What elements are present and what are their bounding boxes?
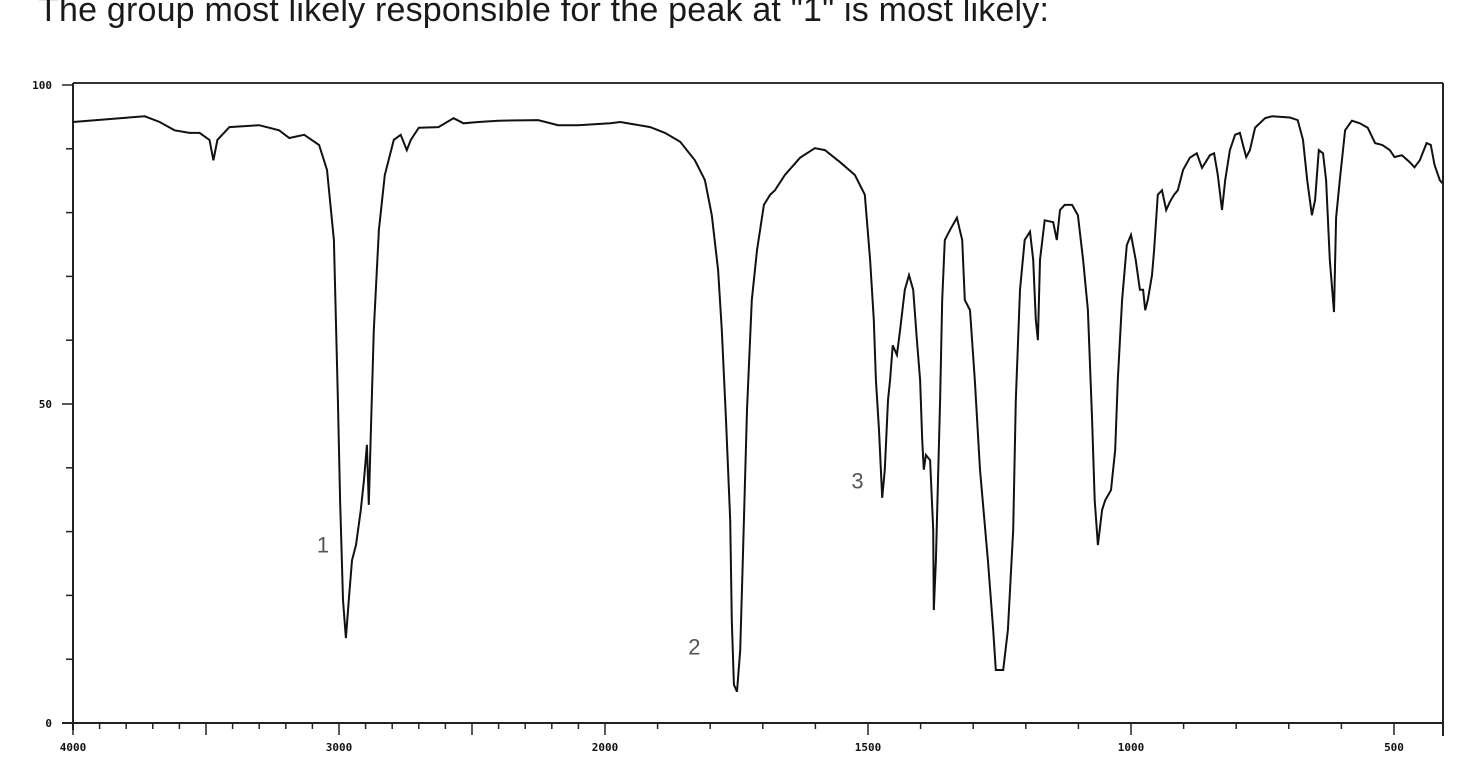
peak-labels: 1 2 3 bbox=[317, 469, 864, 660]
y-tick-label: 100 bbox=[32, 79, 52, 92]
peak-label-1: 1 bbox=[317, 532, 329, 557]
question-text: The group most likely responsible for th… bbox=[38, 0, 1050, 29]
x-tick-label: 1000 bbox=[1118, 741, 1145, 754]
y-tick-label: 50 bbox=[39, 398, 52, 411]
peak-label-2: 2 bbox=[688, 634, 700, 659]
x-tick-label: 2000 bbox=[592, 741, 619, 754]
peak-label-3: 3 bbox=[851, 469, 863, 494]
x-tick-label: 500 bbox=[1384, 741, 1404, 754]
x-tick-label: 1500 bbox=[855, 741, 882, 754]
spectrum-line bbox=[72, 115, 1444, 693]
ticks: 4000 3000 2000 1500 1000 500 0 50 100 bbox=[32, 79, 1404, 754]
x-tick-label: 4000 bbox=[60, 741, 87, 754]
y-tick-label: 0 bbox=[45, 717, 52, 730]
x-tick-label: 3000 bbox=[326, 741, 353, 754]
axes bbox=[62, 82, 1444, 736]
